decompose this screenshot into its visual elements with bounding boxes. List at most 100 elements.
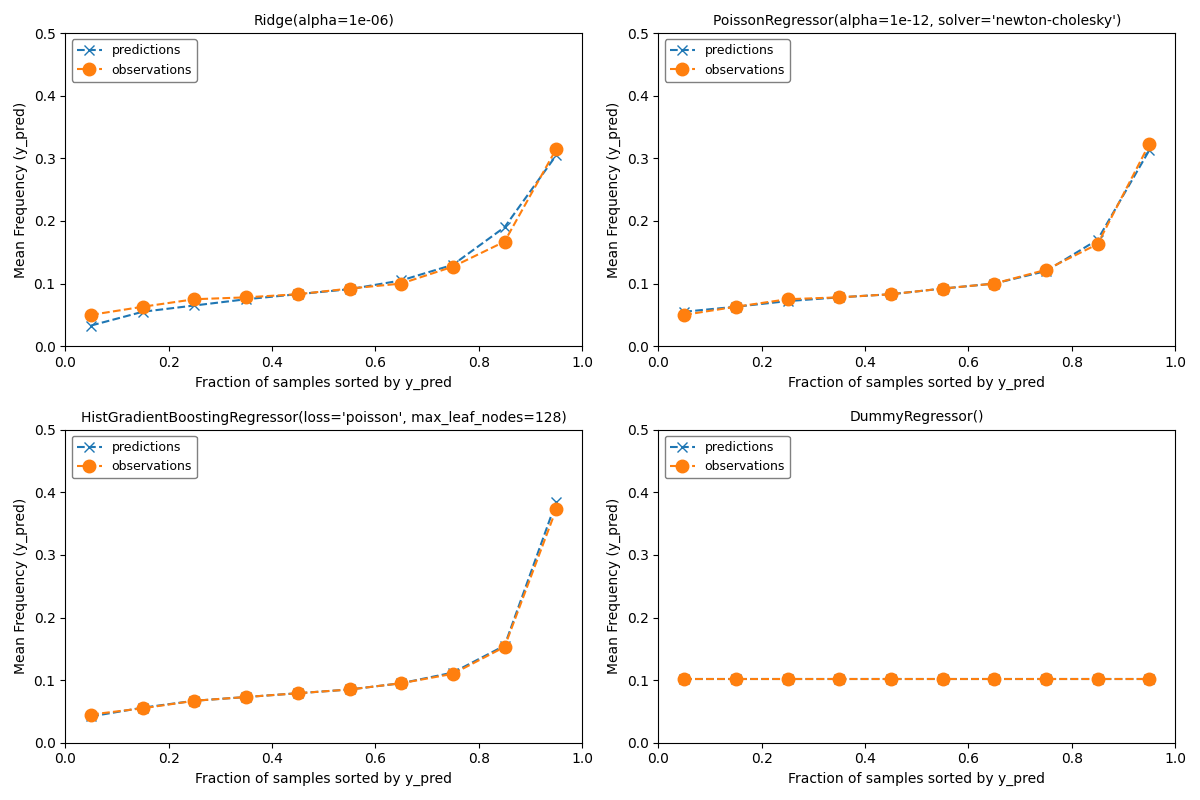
Line: observations: observations	[85, 503, 563, 721]
predictions	[988, 278, 1002, 288]
predictions	[1142, 146, 1157, 155]
Title: DummyRegressor(): DummyRegressor()	[850, 410, 984, 425]
observations	[988, 278, 1002, 288]
Title: PoissonRegressor(alpha=1e-12, solver='newton-cholesky'): PoissonRegressor(alpha=1e-12, solver='ne…	[713, 14, 1121, 28]
predictions	[1039, 266, 1054, 276]
predictions	[342, 685, 356, 694]
predictions	[1091, 674, 1105, 684]
observations	[136, 703, 150, 713]
predictions	[728, 674, 743, 684]
observations	[728, 302, 743, 311]
predictions	[883, 674, 898, 684]
X-axis label: Fraction of samples sorted by y_pred: Fraction of samples sorted by y_pred	[196, 772, 452, 786]
predictions	[187, 301, 202, 310]
observations	[394, 278, 408, 288]
observations	[728, 674, 743, 684]
Line: observations: observations	[678, 138, 1156, 321]
observations	[239, 692, 253, 702]
observations	[677, 310, 691, 320]
X-axis label: Fraction of samples sorted by y_pred: Fraction of samples sorted by y_pred	[788, 375, 1045, 390]
Line: predictions: predictions	[679, 674, 1154, 684]
Y-axis label: Mean Frequency (y_pred): Mean Frequency (y_pred)	[607, 102, 622, 278]
predictions	[1091, 235, 1105, 245]
predictions	[394, 678, 408, 688]
predictions	[445, 260, 460, 270]
observations	[1091, 674, 1105, 684]
predictions	[497, 641, 511, 650]
observations	[394, 678, 408, 688]
Y-axis label: Mean Frequency (y_pred): Mean Frequency (y_pred)	[14, 498, 28, 674]
X-axis label: Fraction of samples sorted by y_pred: Fraction of samples sorted by y_pred	[788, 772, 1045, 786]
observations	[832, 674, 846, 684]
observations	[832, 293, 846, 302]
observations	[497, 237, 511, 246]
predictions	[239, 692, 253, 702]
Line: predictions: predictions	[679, 146, 1154, 317]
Legend: predictions, observations: predictions, observations	[72, 39, 197, 82]
predictions	[497, 222, 511, 232]
predictions	[780, 296, 794, 306]
predictions	[832, 293, 846, 302]
predictions	[342, 285, 356, 294]
observations	[883, 674, 898, 684]
predictions	[832, 674, 846, 684]
Y-axis label: Mean Frequency (y_pred): Mean Frequency (y_pred)	[607, 498, 622, 674]
predictions	[1142, 674, 1157, 684]
predictions	[728, 302, 743, 311]
predictions	[550, 497, 564, 506]
observations	[445, 262, 460, 271]
observations	[497, 642, 511, 652]
X-axis label: Fraction of samples sorted by y_pred: Fraction of samples sorted by y_pred	[196, 375, 452, 390]
observations	[988, 674, 1002, 684]
predictions	[84, 712, 98, 722]
predictions	[290, 689, 305, 698]
predictions	[883, 290, 898, 299]
observations	[342, 284, 356, 294]
observations	[1091, 239, 1105, 249]
observations	[342, 685, 356, 694]
predictions	[187, 696, 202, 706]
observations	[1039, 265, 1054, 274]
observations	[780, 294, 794, 304]
observations	[935, 674, 949, 684]
observations	[883, 290, 898, 299]
predictions	[935, 284, 949, 294]
observations	[239, 293, 253, 302]
observations	[84, 310, 98, 320]
predictions	[394, 276, 408, 286]
Line: predictions: predictions	[86, 150, 562, 330]
predictions	[1039, 674, 1054, 684]
predictions	[136, 703, 150, 713]
Legend: predictions, observations: predictions, observations	[665, 436, 790, 478]
observations	[136, 302, 150, 311]
Line: observations: observations	[678, 674, 1156, 686]
predictions	[84, 321, 98, 330]
observations	[290, 290, 305, 299]
Y-axis label: Mean Frequency (y_pred): Mean Frequency (y_pred)	[14, 102, 28, 278]
Legend: predictions, observations: predictions, observations	[665, 39, 790, 82]
predictions	[136, 307, 150, 317]
observations	[84, 710, 98, 719]
observations	[445, 669, 460, 678]
observations	[290, 689, 305, 698]
Line: predictions: predictions	[86, 497, 562, 722]
predictions	[780, 674, 794, 684]
predictions	[677, 307, 691, 317]
observations	[187, 696, 202, 706]
predictions	[445, 668, 460, 678]
Title: Ridge(alpha=1e-06): Ridge(alpha=1e-06)	[253, 14, 394, 28]
observations	[1142, 674, 1157, 684]
Legend: predictions, observations: predictions, observations	[72, 436, 197, 478]
observations	[780, 674, 794, 684]
predictions	[988, 674, 1002, 684]
predictions	[290, 290, 305, 299]
observations	[1142, 139, 1157, 149]
observations	[677, 674, 691, 684]
predictions	[935, 674, 949, 684]
Line: observations: observations	[85, 142, 563, 321]
observations	[187, 294, 202, 304]
predictions	[550, 150, 564, 160]
predictions	[677, 674, 691, 684]
observations	[550, 505, 564, 514]
observations	[550, 144, 564, 154]
